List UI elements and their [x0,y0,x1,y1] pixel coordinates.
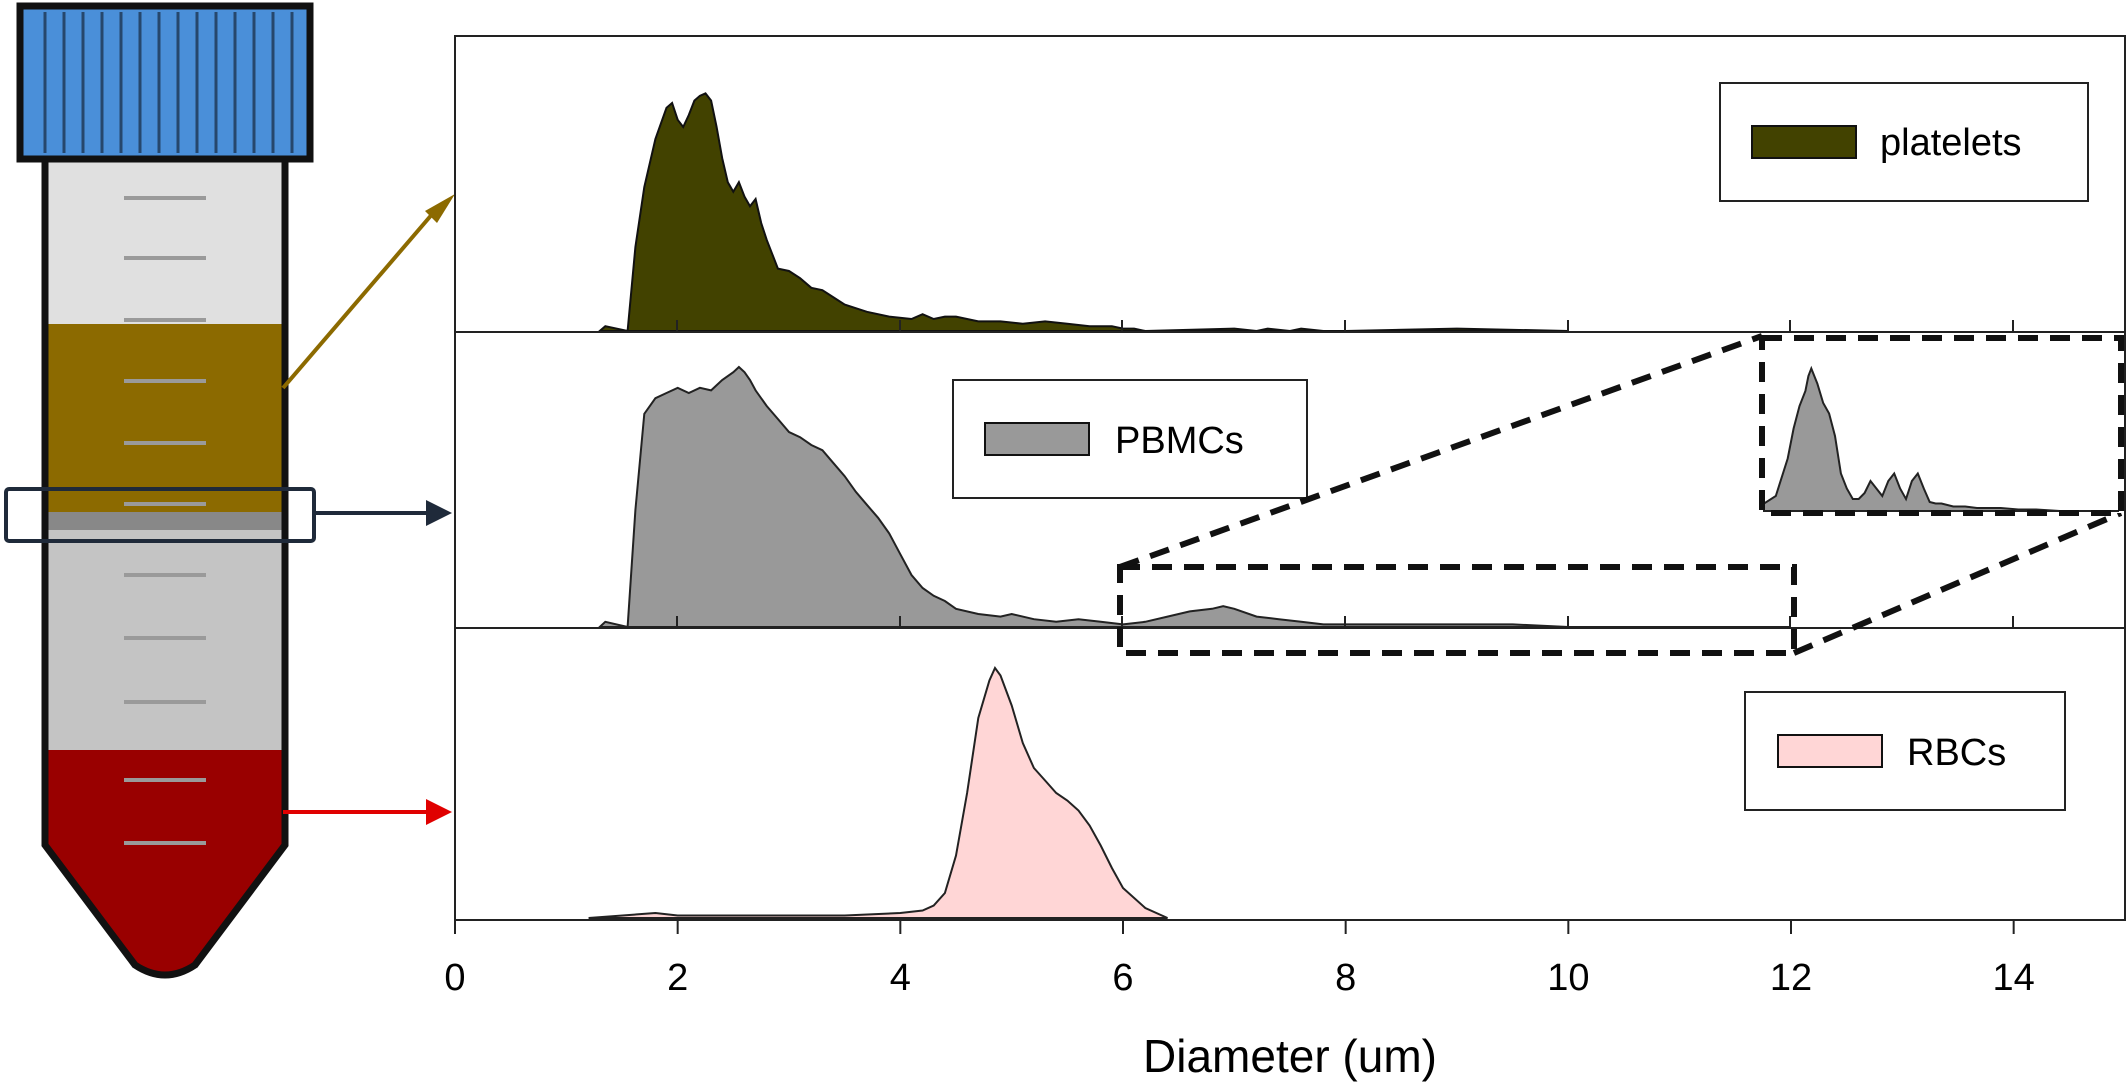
zoom-callout [1117,333,2124,656]
legend-label-pbmcs: PBMCs [1115,420,1244,462]
x-tick-label: 4 [890,957,911,999]
panel-boundary-ticks [676,320,2014,628]
x-tick-label: 2 [667,957,688,999]
legend-swatch-platelets [1751,125,1857,159]
zoom-source-box [1117,564,1797,656]
pbmc-arrow-head [426,500,452,526]
rbc-arrow-head [426,799,452,825]
x-axis-label: Diameter (um) [1143,1030,1437,1082]
panel-rbcs-frame [454,627,2126,921]
platelet-arrow [281,203,442,390]
tube-outline [41,160,289,979]
plasma-layer [45,324,285,512]
panel-pbmcs [597,365,1791,629]
panel-platelets [596,92,1569,333]
layer-arrows [281,194,455,825]
x-tick-label: 14 [1993,957,2035,999]
tube-cap [16,2,314,163]
zoom-inset-area [1763,365,2119,512]
centrifuge-tube [4,2,316,979]
panel-rbcs [588,666,1168,919]
legend-label-rbcs: RBCs [1907,732,2006,774]
rbc-layer [45,750,285,975]
legend-swatch-pbmcs [984,422,1090,456]
x-tick-label: 8 [1335,957,1356,999]
legend-pbmcs: PBMCs [952,379,1308,499]
rbcs-distribution-area [588,666,1168,919]
graduation-marks [124,196,206,845]
legend-platelets: platelets [1719,82,2089,202]
buffy-coat-layer [45,512,285,530]
tube-empty-region [45,162,285,324]
legend-label-platelets: platelets [1880,122,2022,164]
x-axis: 0 2 4 6 8 10 12 14 [444,920,2035,999]
platelets-distribution-area [596,92,1569,333]
buffy-coat-highlight-box [4,487,316,543]
platelet-arrow-head [425,194,455,223]
zoom-inset-box [1759,335,2124,516]
x-tick-label: 12 [1770,957,1812,999]
pbmcs-distribution-area [597,365,1791,629]
x-tick-label: 10 [1547,957,1589,999]
legend-swatch-rbcs [1777,734,1883,768]
x-tick-label: 6 [1112,957,1133,999]
x-tick-label: 0 [444,957,465,999]
legend-rbcs: RBCs [1744,691,2066,811]
